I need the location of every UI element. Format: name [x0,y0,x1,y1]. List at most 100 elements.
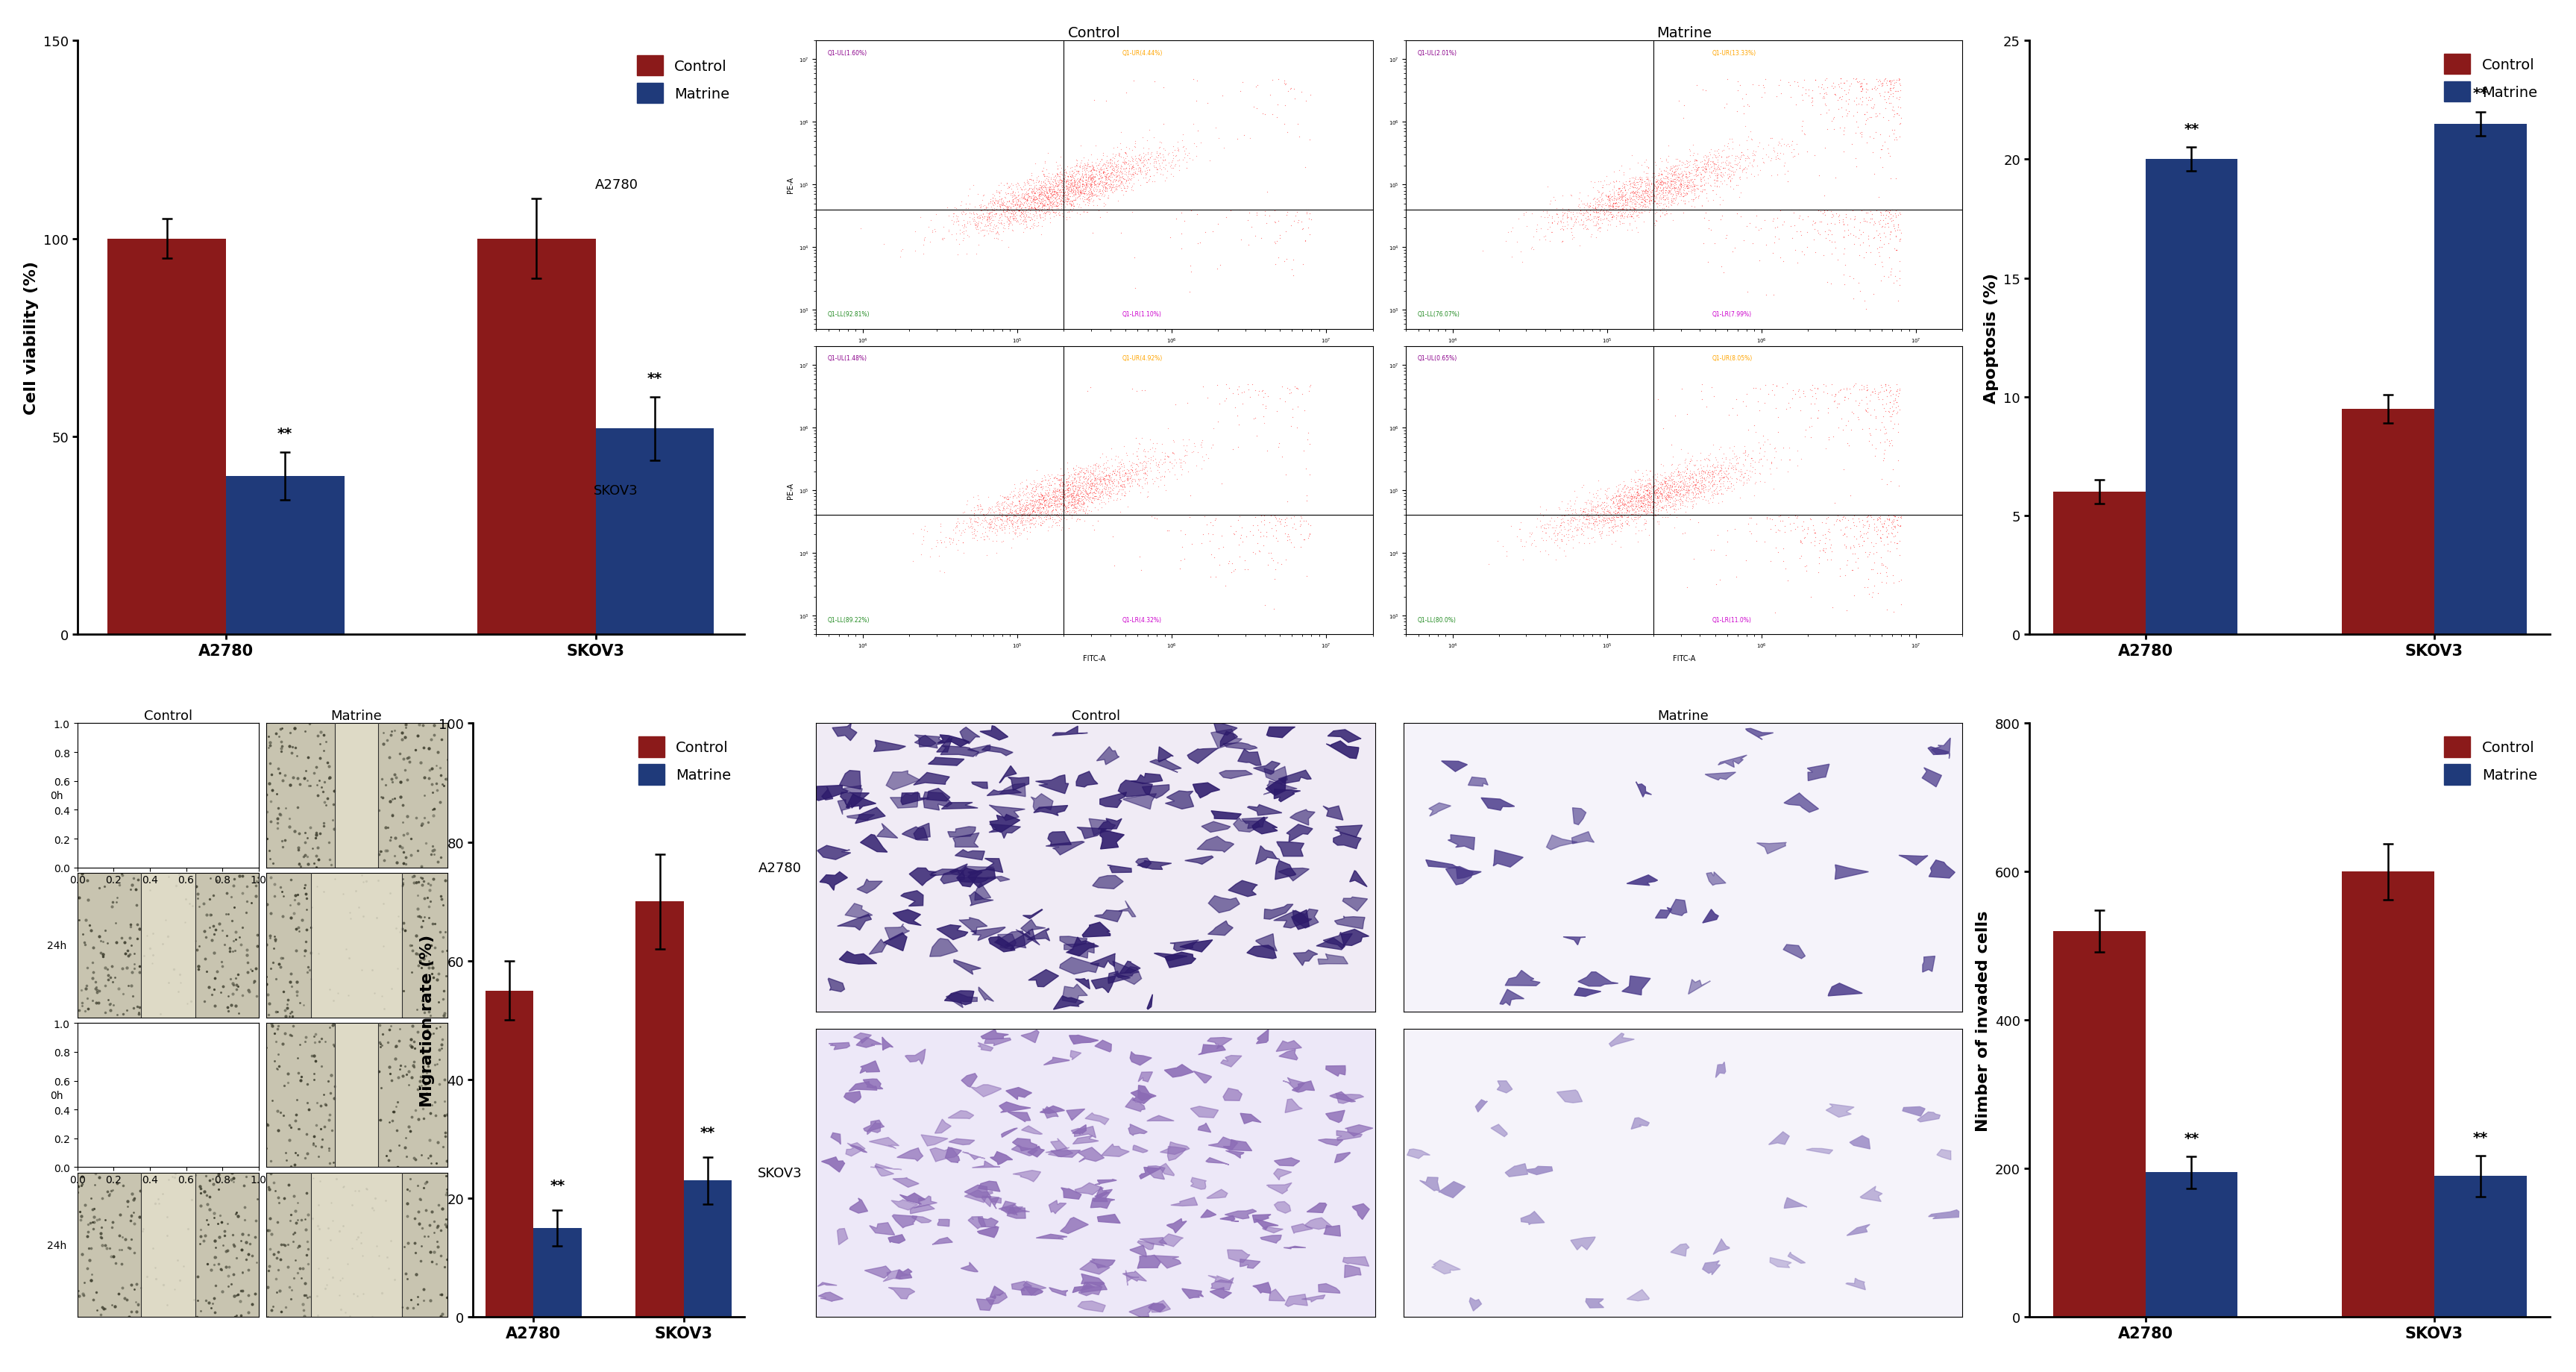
Point [1716,154,1757,176]
Point [1628,191,1669,213]
Point [1780,547,1821,569]
Polygon shape [989,1151,1012,1165]
Point [1638,192,1680,214]
Point [1698,150,1739,172]
Point [1577,495,1618,517]
Point [1066,495,1108,517]
Point [1105,462,1146,484]
Point [1806,103,1847,125]
Point [1036,203,1077,225]
Point [1103,457,1144,479]
Point [1082,167,1123,189]
Point [1023,493,1064,514]
Point [1638,491,1680,513]
Point [1054,170,1095,192]
Point [1595,215,1636,237]
Point [1643,185,1685,207]
Point [1667,170,1708,192]
Point [994,193,1036,215]
Point [1108,468,1149,490]
Polygon shape [1334,916,1365,929]
Point [963,185,1005,207]
Point [966,198,1007,220]
Point [1051,484,1092,506]
Point [1625,187,1667,209]
Point [1030,487,1072,509]
Point [1770,438,1811,460]
Point [1692,152,1734,174]
Point [1010,513,1051,535]
Point [1628,524,1669,546]
Point [1079,483,1121,505]
Point [1255,506,1296,528]
Point [1095,449,1136,471]
Point [1041,465,1082,487]
Point [1005,203,1046,225]
Point [1015,203,1056,225]
Point [1177,204,1218,226]
Point [1113,443,1154,465]
Point [1069,456,1110,477]
Point [1646,472,1687,494]
Point [1038,184,1079,206]
Point [1036,193,1077,215]
Point [1579,172,1620,193]
Point [1087,174,1128,196]
Point [971,184,1012,206]
Point [969,221,1010,243]
Polygon shape [1829,984,1862,996]
Point [1659,163,1700,185]
Point [1695,479,1736,501]
Point [1633,483,1674,505]
Point [1090,465,1131,487]
Point [1051,165,1092,187]
Point [1018,497,1059,519]
Point [1121,152,1162,174]
Point [1651,475,1692,497]
Point [1195,118,1236,140]
Point [1100,222,1141,244]
Point [1631,476,1672,498]
Point [958,495,999,517]
Point [1669,172,1710,193]
Point [1597,520,1638,542]
Point [1121,460,1162,482]
Point [1066,471,1108,493]
Point [1066,178,1108,200]
Point [1087,166,1128,188]
Point [976,542,1018,564]
Point [1643,506,1685,528]
Point [987,505,1028,527]
Point [1574,531,1615,553]
Point [1084,185,1126,207]
Point [1829,89,1870,111]
Point [1069,471,1110,493]
Point [1574,214,1615,236]
Point [1674,176,1716,198]
Y-axis label: Migration rate (%): Migration rate (%) [420,934,435,1107]
Point [976,222,1018,244]
Point [1012,501,1054,523]
Point [1046,177,1087,199]
Point [1649,182,1690,204]
Point [976,508,1018,530]
Point [1607,487,1649,509]
Point [1749,434,1790,456]
Point [1082,453,1123,475]
Point [1610,497,1651,519]
Point [1041,193,1082,215]
Point [1012,490,1054,512]
Point [1056,189,1097,211]
Point [1685,80,1726,102]
Point [1651,488,1692,510]
Point [1128,150,1170,172]
Point [1141,165,1182,187]
Point [1667,167,1708,189]
Point [1592,185,1633,207]
Point [1499,241,1540,263]
Point [1628,505,1669,527]
Point [1540,213,1582,235]
Point [1682,174,1723,196]
Point [1680,167,1721,189]
Point [1589,188,1631,210]
